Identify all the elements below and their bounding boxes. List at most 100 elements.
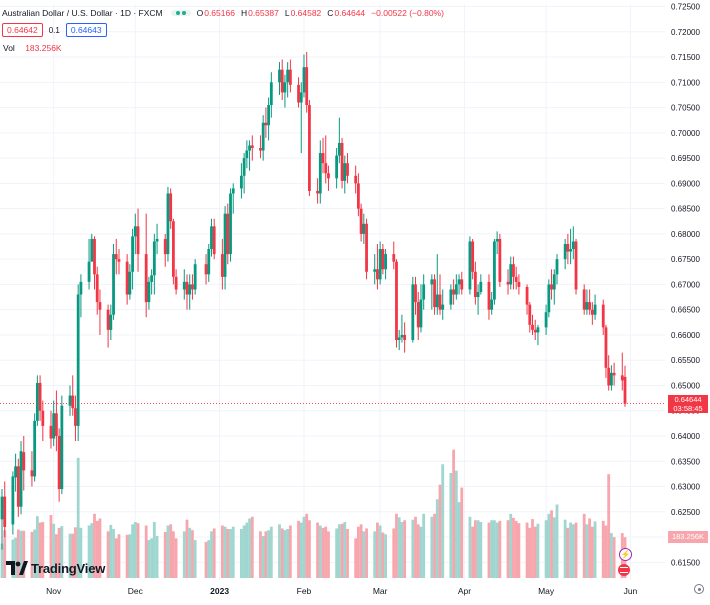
candle-body bbox=[14, 466, 17, 478]
candle-body bbox=[471, 241, 475, 272]
volume-bar bbox=[479, 522, 483, 578]
volume-bar bbox=[152, 522, 156, 578]
last-price-tag: 0.64644 03:58:45 bbox=[668, 395, 708, 414]
candle-body bbox=[411, 284, 415, 340]
volume-bar bbox=[267, 530, 271, 578]
candle-body bbox=[327, 173, 330, 179]
volume-bar bbox=[555, 504, 559, 578]
volume-bar bbox=[264, 531, 268, 578]
candle-body bbox=[473, 271, 477, 298]
candle-body bbox=[106, 309, 110, 330]
candle-body bbox=[79, 281, 83, 295]
candle-body bbox=[286, 69, 290, 83]
volume-bar bbox=[95, 520, 99, 578]
candle-body bbox=[163, 238, 167, 255]
volume-bar bbox=[449, 473, 453, 578]
candle-body bbox=[223, 213, 227, 277]
volume-bar bbox=[359, 524, 363, 578]
candle-body bbox=[533, 329, 537, 333]
volume-bar bbox=[250, 516, 254, 578]
symbol-legend: Australian Dollar / U.S. Dollar · 1D · F… bbox=[2, 4, 450, 22]
candle-body bbox=[566, 244, 570, 252]
volume-bar bbox=[419, 526, 423, 578]
volume-bar bbox=[495, 522, 499, 578]
candle-body bbox=[324, 163, 328, 174]
volume-bar bbox=[269, 526, 273, 578]
tradingview-logo[interactable]: TradingView bbox=[6, 558, 105, 578]
volume-bar bbox=[302, 516, 306, 578]
last-price-value: 0.64644 bbox=[674, 395, 702, 405]
symbol-title[interactable]: Australian Dollar / U.S. Dollar · 1D · F… bbox=[2, 8, 163, 18]
us-flag-icon[interactable] bbox=[618, 564, 630, 576]
live-dots-icon[interactable] bbox=[170, 10, 191, 16]
candle-body bbox=[493, 241, 496, 300]
volume-label: Vol bbox=[3, 43, 15, 53]
candle-body bbox=[378, 249, 382, 280]
volume-bar bbox=[571, 524, 575, 578]
volume-bar bbox=[460, 487, 464, 578]
candle-body bbox=[212, 226, 216, 255]
volume-bar bbox=[11, 539, 15, 578]
volume-bar bbox=[582, 513, 586, 578]
price-tick-label: 0.68500 bbox=[671, 205, 700, 214]
candle-body bbox=[550, 284, 553, 290]
candle-body bbox=[16, 466, 20, 507]
candle-body bbox=[33, 420, 37, 477]
candle-body bbox=[30, 470, 34, 477]
candle-body bbox=[283, 82, 287, 93]
volume-bar bbox=[14, 537, 17, 578]
volume-bar bbox=[324, 526, 328, 578]
high-label: H bbox=[240, 8, 248, 18]
candle-body bbox=[397, 337, 401, 340]
volume-bar bbox=[590, 526, 594, 578]
price-tick-label: 0.63500 bbox=[671, 457, 700, 466]
candle-body bbox=[601, 304, 605, 328]
volume-bar bbox=[188, 527, 192, 578]
volume-bar bbox=[422, 513, 426, 578]
price-tick-label: 0.67000 bbox=[671, 280, 700, 289]
candle-body bbox=[582, 289, 586, 310]
candle-body bbox=[620, 375, 624, 381]
candle-body bbox=[536, 327, 540, 333]
volume-legend[interactable]: Vol 183.256K bbox=[3, 43, 62, 53]
candle-body bbox=[297, 84, 300, 103]
volume-bar bbox=[607, 474, 611, 578]
volume-bar bbox=[566, 527, 570, 578]
sell-button[interactable]: 0.64642 bbox=[2, 23, 43, 37]
candle-body bbox=[125, 261, 129, 295]
candle-body bbox=[590, 309, 594, 315]
candle-body bbox=[623, 376, 627, 404]
candle-body bbox=[438, 294, 442, 310]
candle-body bbox=[204, 264, 208, 275]
price-axis[interactable]: 0.72500 0.72000 0.71500 0.71000 0.70500 0.700… bbox=[671, 3, 700, 568]
volume-bar bbox=[128, 534, 132, 578]
price-tick-label: 0.66000 bbox=[671, 331, 700, 340]
volume-bar bbox=[509, 513, 513, 578]
volume-bar bbox=[114, 538, 118, 578]
volume-bar bbox=[588, 518, 592, 578]
candle-body bbox=[604, 327, 608, 368]
lightning-bolt-icon[interactable]: ⚡ bbox=[619, 548, 632, 561]
volume-bar bbox=[411, 519, 415, 578]
candle-body bbox=[114, 254, 118, 260]
time-tick-label: Apr bbox=[458, 586, 471, 596]
buy-button[interactable]: 0.64643 bbox=[65, 23, 107, 37]
volume-bar bbox=[531, 519, 534, 578]
candle-body bbox=[574, 241, 578, 290]
volume-bar bbox=[563, 519, 567, 578]
volume-bar bbox=[231, 526, 235, 578]
volume-bar bbox=[610, 533, 613, 578]
volume-bar bbox=[569, 522, 572, 578]
volume-bar bbox=[454, 470, 458, 578]
gear-icon[interactable] bbox=[694, 584, 704, 594]
candle-body bbox=[150, 275, 154, 282]
candle-body bbox=[302, 67, 306, 93]
volume-bar bbox=[150, 538, 154, 578]
volume-bar bbox=[335, 528, 339, 578]
time-axis[interactable]: Nov Dec 2023 Feb Mar Apr May Jun bbox=[46, 586, 637, 596]
volume-bar bbox=[57, 527, 61, 578]
volume-bar bbox=[308, 520, 311, 578]
volume-bar bbox=[16, 529, 20, 578]
